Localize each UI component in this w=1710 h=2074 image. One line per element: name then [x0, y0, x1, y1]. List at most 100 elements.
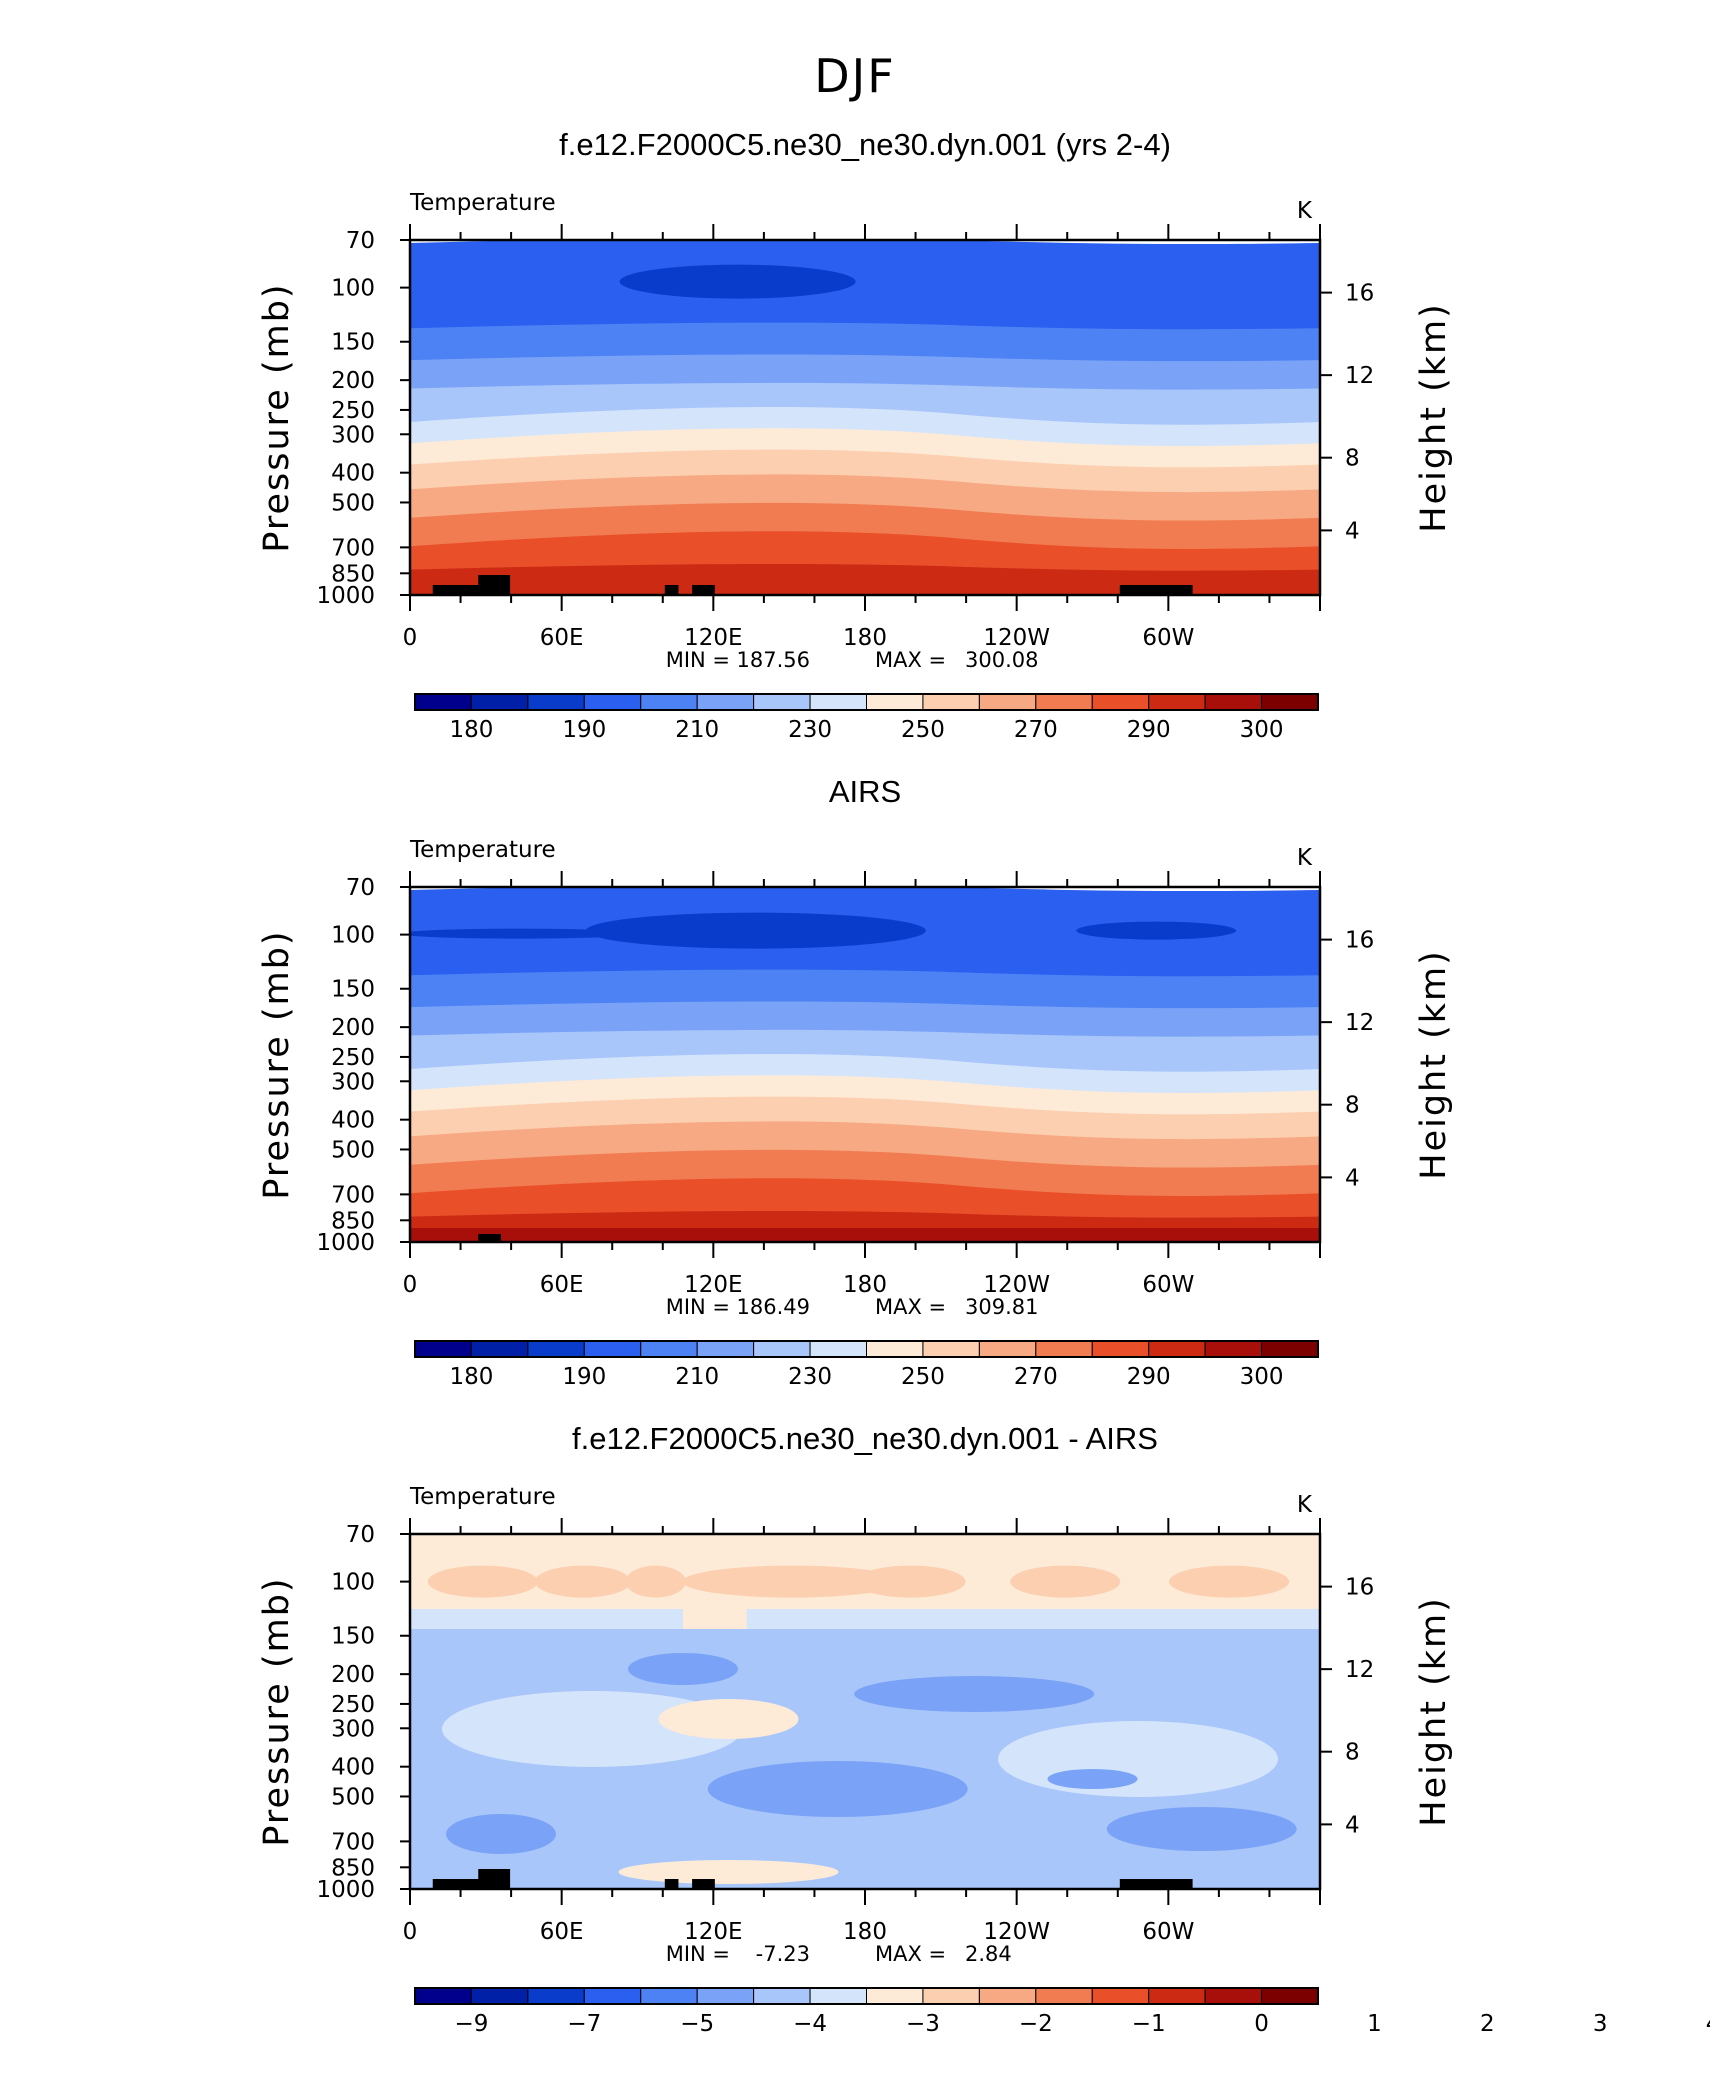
- y-tick-label: 150: [331, 330, 375, 356]
- colorbar-box: [527, 1987, 585, 2005]
- x-tick-label: 120W: [983, 1919, 1050, 1945]
- y-tick-label: 250: [331, 398, 375, 424]
- colorbar-label: 300: [1240, 717, 1284, 743]
- difference-contour: [427, 1565, 538, 1598]
- colorbar-box: [640, 693, 698, 711]
- difference-contour: [707, 1761, 968, 1817]
- variable-label: Temperature: [409, 190, 556, 216]
- x-tick-label: 120W: [983, 625, 1050, 651]
- y-tick-label-right: 16: [1345, 1575, 1374, 1601]
- y-tick-label-right: 16: [1345, 928, 1374, 954]
- colorbar-box: [1035, 693, 1093, 711]
- colorbar-label: 250: [901, 1364, 945, 1390]
- colorbar-box: [866, 1340, 924, 1358]
- colorbar-frame: [414, 1987, 1319, 2005]
- colorbar-box: [583, 693, 642, 711]
- topography-mask: [664, 1879, 679, 1889]
- colorbar-label: 1: [1367, 2011, 1382, 2037]
- figure-title: DJF: [814, 49, 895, 103]
- y-tick-label-right: 12: [1345, 363, 1374, 389]
- colorbar-box: [583, 1987, 642, 2005]
- topography-mask: [478, 1869, 511, 1889]
- cold-core-contour: [619, 264, 856, 299]
- max-value: 300.08: [965, 648, 1038, 672]
- units-label: K: [1297, 1492, 1313, 1518]
- colorbar-box: [1091, 1987, 1150, 2005]
- y-tick-label: 70: [346, 228, 375, 254]
- colorbar-box: [753, 1340, 811, 1358]
- y-tick-label: 1000: [316, 583, 375, 609]
- x-tick-label: 60E: [540, 1919, 584, 1945]
- x-tick-label: 120E: [684, 1919, 742, 1945]
- contour-field: [410, 887, 1320, 1242]
- difference-contour: [1010, 1565, 1121, 1598]
- colorbar-box: [922, 693, 980, 711]
- colorbar-box: [470, 693, 529, 711]
- colorbar-box: [696, 693, 755, 711]
- x-tick-label: 120E: [684, 1272, 742, 1298]
- max-label: MAX =: [875, 1942, 946, 1966]
- min-label: MIN =: [666, 1295, 730, 1319]
- colorbar-box: [1204, 693, 1263, 711]
- colorbar-box: [753, 1987, 811, 2005]
- difference-band: [746, 1609, 1320, 1629]
- y-tick-label: 500: [331, 490, 375, 516]
- surface-layer: [410, 581, 1320, 595]
- colorbar-label: −4: [793, 2011, 827, 2037]
- colorbar-box: [1261, 1340, 1319, 1358]
- y-tick-label: 1000: [316, 1230, 375, 1256]
- difference-contour: [1169, 1565, 1289, 1598]
- y-tick-label: 100: [331, 1570, 375, 1596]
- colorbar-box: [809, 1987, 867, 2005]
- x-tick-label: 0: [403, 625, 418, 651]
- difference-contour: [534, 1565, 631, 1598]
- difference-band: [410, 1609, 683, 1629]
- colorbar-label: 290: [1127, 1364, 1171, 1390]
- y-tick-label: 70: [346, 875, 375, 901]
- cold-core-contour: [410, 928, 640, 939]
- y-axis-label-right: Height (km): [1414, 949, 1454, 1180]
- max-label: MAX =: [875, 648, 946, 672]
- min-value: -7.23: [756, 1942, 810, 1966]
- y-tick-label: 200: [331, 368, 375, 394]
- colorbar-label: 270: [1014, 1364, 1058, 1390]
- variable-label: Temperature: [409, 837, 556, 863]
- x-tick-label: 60E: [540, 1272, 584, 1298]
- x-tick-label: 60W: [1142, 625, 1194, 651]
- colorbar-box: [1148, 1987, 1206, 2005]
- y-tick-label: 200: [331, 1662, 375, 1688]
- y-tick-label: 70: [346, 1522, 375, 1548]
- colorbar-label: −2: [1019, 2011, 1053, 2037]
- y-tick-label: 150: [331, 1624, 375, 1650]
- colorbar-label: −5: [680, 2011, 714, 2037]
- x-tick-label: 60E: [540, 625, 584, 651]
- y-tick-label: 850: [331, 1208, 375, 1234]
- y-tick-label-right: 8: [1345, 1093, 1360, 1119]
- y-tick-label: 400: [331, 1755, 375, 1781]
- colorbar-label: −9: [454, 2011, 488, 2037]
- colorbar-box: [470, 1340, 529, 1358]
- colorbar-box: [978, 1340, 1037, 1358]
- colorbar-label: 2: [1480, 2011, 1495, 2037]
- min-value: 187.56: [737, 648, 810, 672]
- min-label: MIN =: [666, 648, 730, 672]
- cold-core-contour: [585, 912, 926, 949]
- topography-mask: [1119, 1879, 1193, 1889]
- colorbar-box: [696, 1987, 755, 2005]
- x-tick-label: 180: [843, 1919, 887, 1945]
- colorbar-box: [1204, 1987, 1263, 2005]
- difference-contour: [1047, 1769, 1138, 1789]
- difference-contour: [855, 1565, 966, 1598]
- y-tick-label: 700: [331, 535, 375, 561]
- x-tick-label: 60W: [1142, 1919, 1194, 1945]
- colorbar-box: [1091, 1340, 1150, 1358]
- units-label: K: [1297, 198, 1313, 224]
- y-tick-label-right: 12: [1345, 1657, 1374, 1683]
- colorbar-label: −3: [906, 2011, 940, 2037]
- colorbar-frame: [414, 1340, 1319, 1358]
- y-tick-label: 150: [331, 977, 375, 1003]
- colorbar-box: [696, 1340, 755, 1358]
- colorbar-box: [753, 693, 811, 711]
- colorbar-label: 0: [1254, 2011, 1269, 2037]
